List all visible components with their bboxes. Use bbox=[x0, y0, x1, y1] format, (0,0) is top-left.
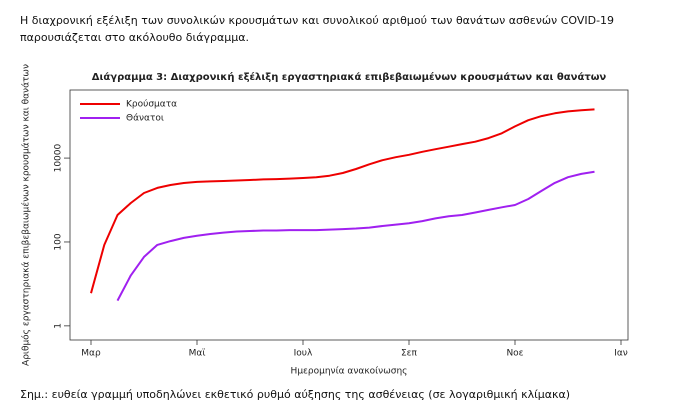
legend-label: Θάνατοι bbox=[126, 114, 164, 124]
note: Σημ.: ευθεία γραμμή υποδηλώνει εκθετικό … bbox=[20, 388, 571, 401]
series-line bbox=[116, 170, 595, 302]
x-tick-label: Μαϊ bbox=[189, 349, 206, 359]
legend-label: Κρούσματα bbox=[126, 99, 177, 110]
series-line bbox=[90, 108, 595, 294]
x-tick-label: Ιαν bbox=[614, 349, 628, 359]
chart-title: Διάγραμμα 3: Διαχρονική εξέλιξη εργαστηρ… bbox=[92, 71, 607, 83]
x-tick-label: Μαρ bbox=[81, 349, 101, 359]
x-axis-label: Ημερομηνία ανακοίνωσης bbox=[291, 367, 408, 377]
y-tick-label: 100 bbox=[54, 233, 64, 250]
y-tick-label: 1 bbox=[54, 323, 64, 329]
x-tick-label: Νοε bbox=[506, 349, 523, 359]
x-tick-label: Ιουλ bbox=[294, 349, 313, 359]
plot-frame bbox=[69, 89, 629, 341]
intro-text: Η διαχρονική εξέλιξη των συνολικών κρουσ… bbox=[20, 14, 615, 44]
y-axis-label: Αριθμός εργαστηριακά επιβεβαιωμένων κρου… bbox=[21, 64, 32, 366]
y-tick-label: 10000 bbox=[54, 143, 64, 172]
x-tick-label: Σεπ bbox=[401, 349, 418, 359]
